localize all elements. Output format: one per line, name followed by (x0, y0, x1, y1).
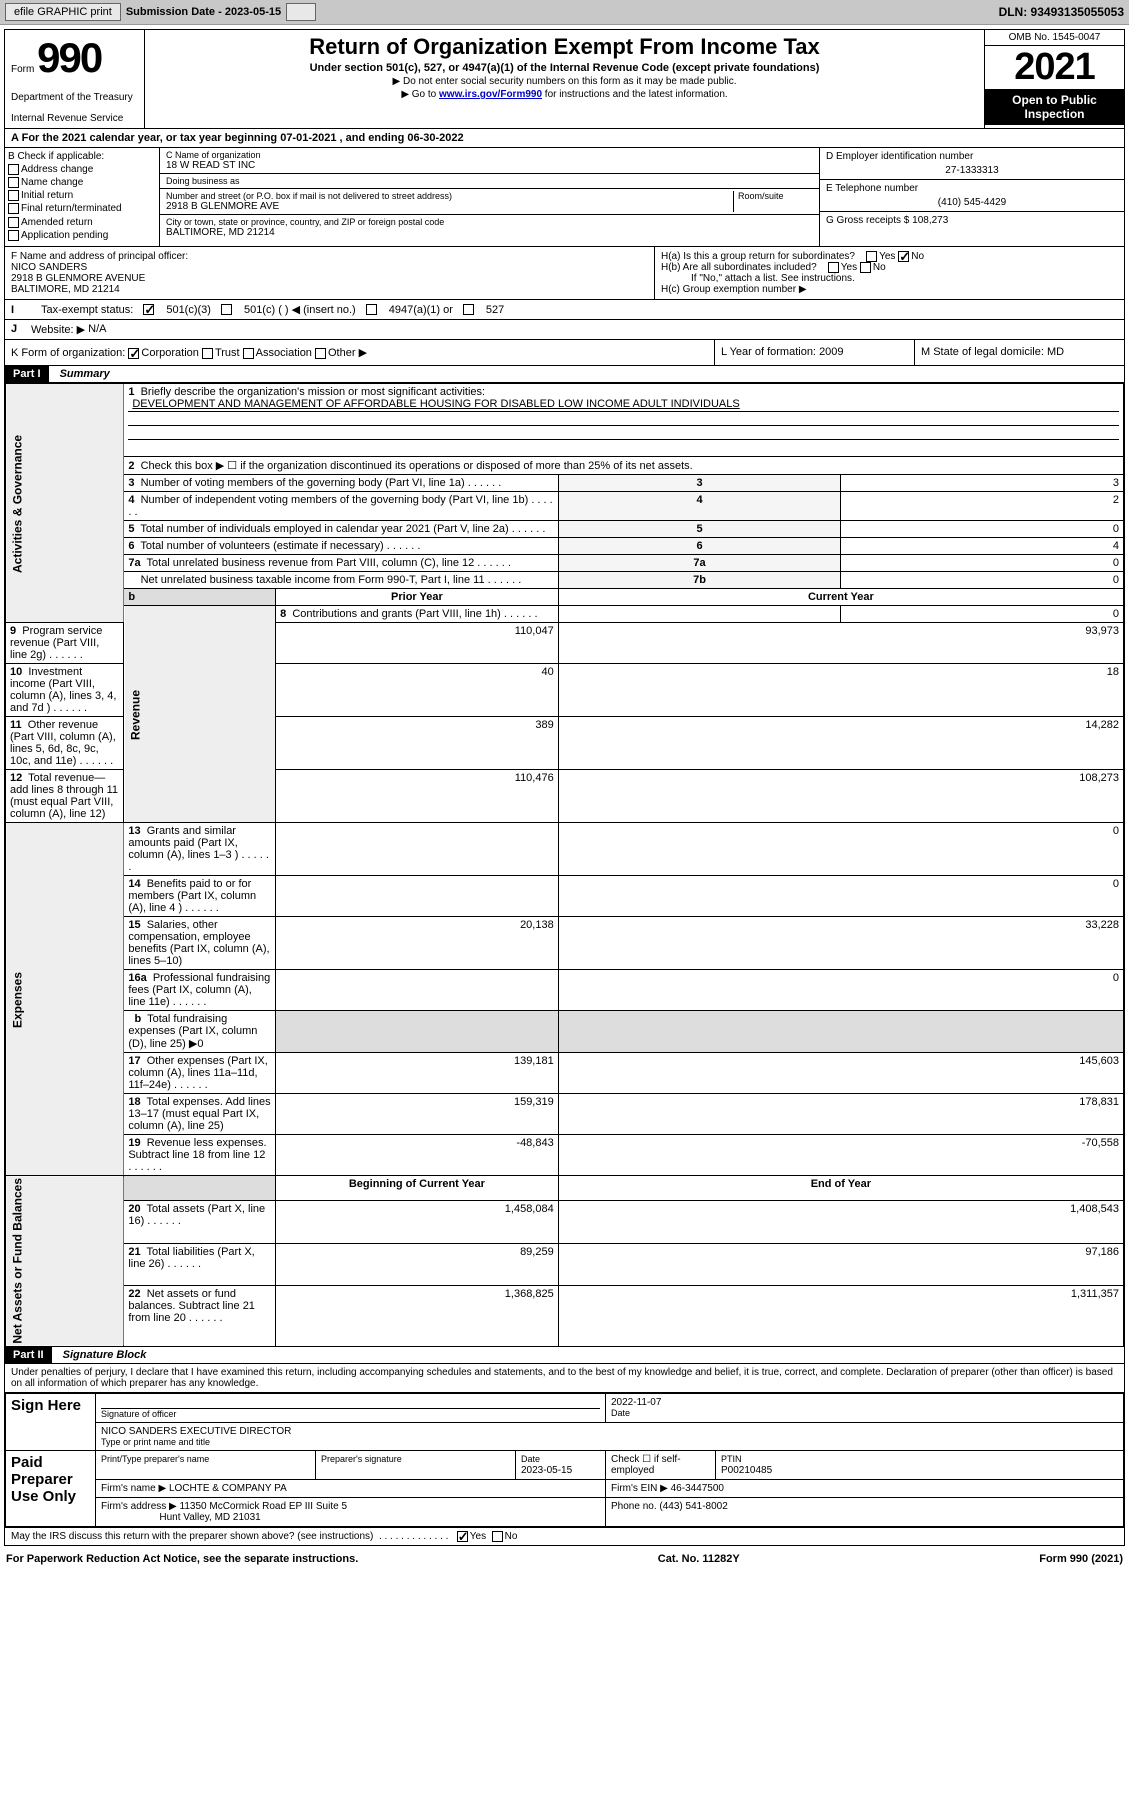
dln: DLN: 93493135055053 (999, 5, 1124, 19)
section-i: I Tax-exempt status: 501(c)(3) 501(c) ( … (5, 300, 1124, 320)
section-b: B Check if applicable: Address change Na… (5, 148, 160, 246)
cb-hb-no[interactable] (860, 262, 871, 273)
toolbar: efile GRAPHIC print Submission Date - 20… (0, 0, 1129, 25)
ptin: P00210485 (721, 1465, 772, 1476)
prep-date: 2023-05-15 (521, 1465, 572, 1476)
omb-number: OMB No. 1545-0047 (985, 30, 1124, 46)
cb-501c[interactable] (221, 304, 232, 315)
officer-name-title: NICO SANDERS EXECUTIVE DIRECTOR (101, 1426, 1118, 1437)
irs-link[interactable]: www.irs.gov/Form990 (439, 89, 542, 100)
open-inspection: Open to Public Inspection (985, 89, 1124, 125)
firm-addr: 11350 McCormick Road EP III Suite 5 (180, 1501, 348, 1512)
form-number: 990 (37, 34, 101, 81)
telephone: (410) 545-4429 (826, 194, 1118, 208)
signature-block: Under penalties of perjury, I declare th… (5, 1364, 1124, 1545)
org-name: 18 W READ ST INC (166, 160, 813, 171)
section-h: H(a) Is this a group return for subordin… (654, 247, 1124, 299)
cb-501c3[interactable] (143, 304, 154, 315)
firm-name: LOCHTE & COMPANY PA (169, 1483, 287, 1494)
part-i-header: Part I Summary (5, 366, 1124, 383)
cb-trust[interactable] (202, 348, 213, 359)
form-990: Form 990 Department of the Treasury Inte… (4, 29, 1125, 1546)
street-address: 2918 B GLENMORE AVE (166, 201, 733, 212)
section-f: F Name and address of principal officer:… (5, 247, 654, 299)
form-word: Form (11, 64, 34, 75)
cb-amended[interactable] (8, 217, 19, 228)
cb-assoc[interactable] (243, 348, 254, 359)
gross-receipts: 108,273 (912, 215, 948, 226)
officer-name: NICO SANDERS (11, 262, 648, 273)
part-ii-header: Part II Signature Block (5, 1347, 1124, 1364)
cb-4947[interactable] (366, 304, 377, 315)
ssn-note: ▶ Do not enter social security numbers o… (153, 76, 976, 87)
section-klm: K Form of organization: Corporation Trus… (5, 340, 1124, 366)
cb-corp[interactable] (128, 348, 139, 359)
section-j: J Website: ▶ N/A (5, 320, 1124, 340)
firm-phone: (443) 541-8002 (659, 1501, 727, 1512)
state-domicile: MD (1047, 346, 1064, 358)
sign-here: Sign Here (6, 1393, 96, 1450)
paid-preparer: Paid Preparer Use Only (6, 1450, 96, 1526)
toolbar-blank-button[interactable] (286, 3, 316, 21)
city-state-zip: BALTIMORE, MD 21214 (166, 227, 813, 238)
cb-name-change[interactable] (8, 177, 19, 188)
website: N/A (88, 323, 106, 336)
summary-table: Activities & Governance 1 Briefly descri… (5, 383, 1124, 1347)
submission-date: Submission Date - 2023-05-15 (126, 6, 281, 18)
efile-print-button[interactable]: efile GRAPHIC print (5, 3, 121, 21)
cb-discuss-no[interactable] (492, 1531, 503, 1542)
cb-address-change[interactable] (8, 164, 19, 175)
cb-other[interactable] (315, 348, 326, 359)
mission-text: DEVELOPMENT AND MANAGEMENT OF AFFORDABLE… (128, 398, 1119, 412)
line-a: A For the 2021 calendar year, or tax yea… (5, 129, 1124, 148)
year-formation: 2009 (819, 346, 843, 358)
section-c: C Name of organization 18 W READ ST INC … (160, 148, 819, 246)
cb-ha-yes[interactable] (866, 251, 877, 262)
tax-year: 2021 (985, 46, 1124, 89)
cb-app-pending[interactable] (8, 230, 19, 241)
cb-527[interactable] (463, 304, 474, 315)
goto-note: ▶ Go to www.irs.gov/Form990 for instruct… (153, 89, 976, 100)
cb-discuss-yes[interactable] (457, 1531, 468, 1542)
side-expenses: Expenses (6, 823, 124, 1176)
ein: 27-1333313 (826, 162, 1118, 176)
side-net-assets: Net Assets or Fund Balances (6, 1176, 124, 1347)
cb-initial-return[interactable] (8, 190, 19, 201)
side-governance: Activities & Governance (6, 384, 124, 623)
side-revenue: Revenue (124, 606, 276, 823)
form-title: Return of Organization Exempt From Incom… (153, 34, 976, 60)
form-subtitle: Under section 501(c), 527, or 4947(a)(1)… (153, 62, 976, 74)
cb-hb-yes[interactable] (828, 262, 839, 273)
sig-date: 2022-11-07 (611, 1397, 1118, 1408)
page-footer: For Paperwork Reduction Act Notice, see … (0, 1550, 1129, 1568)
irs-label: Internal Revenue Service (11, 113, 138, 124)
firm-ein: 46-3447500 (671, 1483, 724, 1494)
section-deg: D Employer identification number 27-1333… (819, 148, 1124, 246)
cb-final-return[interactable] (8, 203, 19, 214)
dept-treasury: Department of the Treasury (11, 92, 138, 103)
cb-ha-no[interactable] (898, 251, 909, 262)
form-header: Form 990 Department of the Treasury Inte… (5, 30, 1124, 129)
